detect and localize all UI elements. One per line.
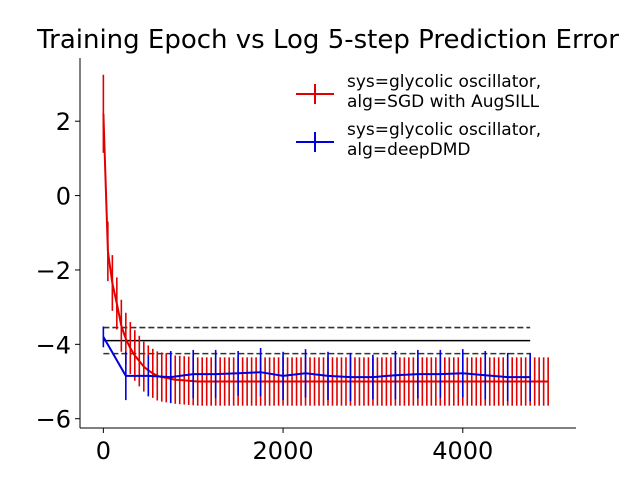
y-tick-label: −2 (36, 257, 71, 285)
plot-area (102, 74, 549, 406)
series-line-1 (102, 336, 531, 379)
chart-title: Training Epoch vs Log 5-step Prediction … (36, 25, 619, 55)
legend-label: alg=SGD with AugSILL (347, 92, 540, 112)
series-1 (102, 326, 531, 404)
x-tick-label: 0 (96, 437, 111, 465)
x-tick-label: 2000 (253, 437, 314, 465)
y-tick-label: −4 (36, 331, 71, 359)
y-tick-label: 0 (56, 183, 71, 211)
legend-item-0: sys=glycolic oscillator,alg=SGD with Aug… (296, 72, 541, 112)
legend-label: alg=deepDMD (347, 140, 471, 160)
series-0 (102, 74, 549, 406)
series-line-0 (102, 113, 549, 383)
y-tick-label: −6 (36, 406, 71, 434)
legend-item-1: sys=glycolic oscillator,alg=deepDMD (296, 120, 541, 160)
axes: 0 2000 4000 −6 −4 −2 0 2 (36, 58, 576, 465)
legend: sys=glycolic oscillator,alg=SGD with Aug… (296, 72, 541, 160)
x-tick-label: 4000 (432, 437, 493, 465)
legend-label: sys=glycolic oscillator, (347, 120, 541, 140)
legend-label: sys=glycolic oscillator, (347, 72, 541, 92)
y-tick-label: 2 (56, 108, 71, 136)
